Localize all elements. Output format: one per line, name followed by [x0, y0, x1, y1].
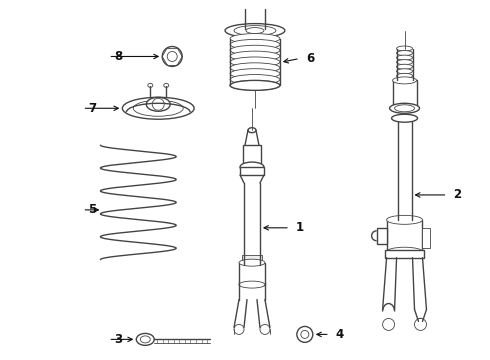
Ellipse shape: [390, 103, 419, 113]
Bar: [377, 228, 387, 244]
Ellipse shape: [248, 128, 256, 133]
Ellipse shape: [230, 80, 280, 90]
Ellipse shape: [240, 162, 264, 172]
Ellipse shape: [133, 100, 183, 116]
Ellipse shape: [234, 26, 276, 36]
Ellipse shape: [230, 57, 280, 67]
Bar: [243, 145, 261, 167]
Circle shape: [297, 327, 313, 342]
Bar: [242, 255, 262, 263]
Ellipse shape: [230, 45, 280, 55]
Text: 8: 8: [114, 50, 122, 63]
Circle shape: [167, 51, 177, 62]
Text: 5: 5: [89, 203, 97, 216]
Circle shape: [260, 324, 270, 334]
Circle shape: [415, 319, 426, 330]
Bar: [385, 250, 424, 258]
Ellipse shape: [230, 51, 280, 61]
Ellipse shape: [122, 97, 194, 119]
Ellipse shape: [230, 33, 280, 44]
Ellipse shape: [147, 97, 170, 111]
Ellipse shape: [396, 73, 413, 78]
Ellipse shape: [230, 63, 280, 73]
Ellipse shape: [392, 114, 417, 122]
Bar: [422, 228, 431, 248]
Ellipse shape: [230, 75, 280, 85]
Ellipse shape: [230, 69, 280, 78]
Circle shape: [152, 98, 164, 110]
Ellipse shape: [164, 84, 169, 87]
Ellipse shape: [387, 247, 422, 256]
Ellipse shape: [230, 80, 280, 90]
Ellipse shape: [230, 39, 280, 49]
Circle shape: [234, 324, 244, 334]
Ellipse shape: [396, 50, 413, 55]
Ellipse shape: [396, 69, 413, 74]
Ellipse shape: [387, 215, 422, 224]
Circle shape: [383, 319, 394, 330]
Text: 1: 1: [296, 221, 304, 234]
Text: 6: 6: [306, 52, 314, 65]
Ellipse shape: [239, 281, 265, 288]
Ellipse shape: [140, 336, 150, 343]
Text: 2: 2: [453, 188, 462, 202]
Text: 3: 3: [114, 333, 122, 346]
Ellipse shape: [148, 84, 153, 87]
Ellipse shape: [396, 64, 413, 69]
Ellipse shape: [392, 77, 416, 84]
Ellipse shape: [136, 333, 154, 345]
Ellipse shape: [396, 46, 413, 51]
Ellipse shape: [225, 24, 285, 37]
Bar: [392, 80, 416, 108]
Ellipse shape: [239, 259, 265, 266]
Bar: [240, 167, 264, 175]
Bar: [239, 263, 265, 285]
Text: 4: 4: [336, 328, 344, 341]
Circle shape: [162, 46, 182, 67]
Ellipse shape: [246, 28, 264, 33]
Ellipse shape: [396, 78, 413, 83]
Text: 7: 7: [89, 102, 97, 115]
Ellipse shape: [396, 55, 413, 60]
Circle shape: [301, 330, 309, 338]
Bar: [387, 220, 422, 252]
Ellipse shape: [394, 105, 415, 112]
Ellipse shape: [396, 60, 413, 65]
